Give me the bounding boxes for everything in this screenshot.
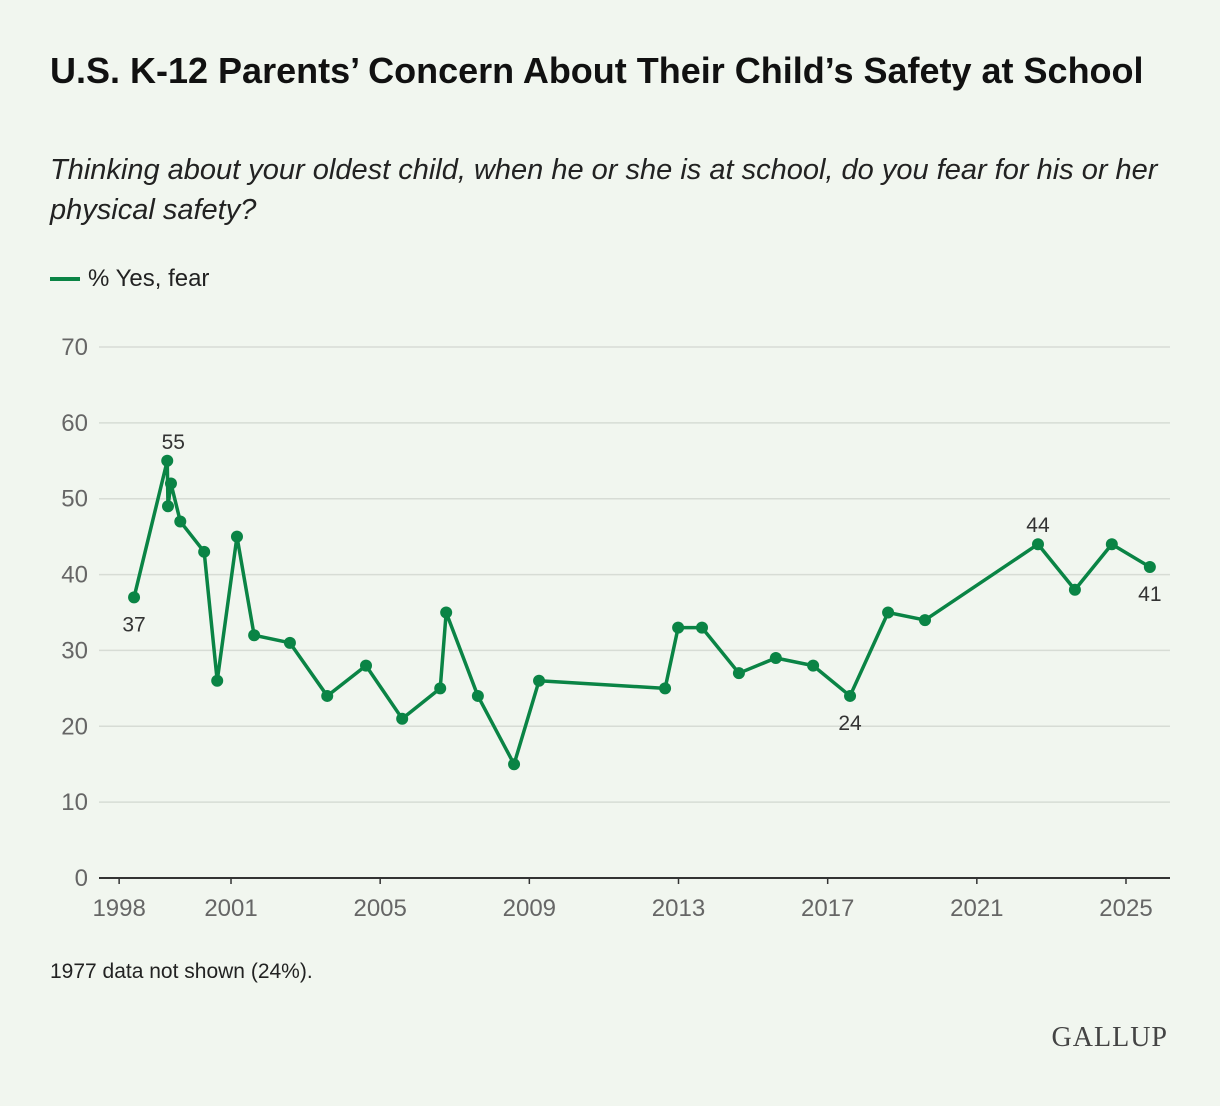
data-point [807, 659, 820, 672]
data-point [672, 621, 685, 634]
y-tick-label: 30 [61, 637, 88, 664]
data-label: 37 [122, 613, 145, 636]
y-tick-label: 70 [61, 334, 88, 361]
data-point [882, 606, 895, 619]
y-tick-label: 10 [61, 789, 88, 816]
x-tick-label: 1998 [92, 895, 145, 922]
data-point [174, 515, 187, 528]
data-point [471, 689, 484, 702]
data-point [434, 682, 447, 695]
chart-title: U.S. K-12 Parents’ Concern About Their C… [50, 50, 1144, 91]
series-line [132, 459, 1151, 766]
legend-swatch [50, 277, 80, 281]
data-point [283, 636, 296, 649]
y-tick-label: 0 [75, 865, 88, 892]
data-point [360, 659, 373, 672]
footnote: 1977 data not shown (24%). [50, 960, 313, 983]
data-point [1105, 538, 1118, 551]
data-point [161, 454, 174, 467]
x-tick-label: 2009 [503, 895, 556, 922]
data-point [164, 477, 177, 490]
data-point [769, 652, 782, 665]
data-point [396, 712, 409, 725]
data-point [161, 500, 174, 513]
data-point [1068, 583, 1081, 596]
data-point [248, 629, 261, 642]
data-point [659, 682, 672, 695]
x-tick-label: 2025 [1099, 895, 1152, 922]
data-point [321, 689, 334, 702]
x-tick-label: 2001 [204, 895, 257, 922]
data-point [1143, 560, 1156, 573]
chart-subtitle: Thinking about your oldest child, when h… [50, 154, 1158, 226]
data-label: 55 [162, 431, 185, 454]
data-point [918, 614, 931, 627]
data-point [732, 667, 745, 680]
legend-label: % Yes, fear [88, 265, 210, 292]
data-point [198, 545, 211, 558]
y-tick-label: 40 [61, 562, 88, 589]
gallup-logo: GALLUP [1051, 1022, 1168, 1053]
data-point [695, 621, 708, 634]
data-point [230, 530, 243, 543]
y-tick-label: 50 [61, 486, 88, 513]
x-tick-label: 2005 [353, 895, 406, 922]
y-tick-label: 20 [61, 713, 88, 740]
data-label: 41 [1138, 583, 1161, 606]
data-point [1031, 538, 1044, 551]
y-tick-label: 60 [61, 410, 88, 437]
x-tick-label: 2017 [801, 895, 854, 922]
data-point [440, 606, 453, 619]
data-point [211, 674, 224, 687]
data-point [128, 591, 141, 604]
x-tick-label: 2013 [652, 895, 705, 922]
data-label: 44 [1026, 514, 1050, 537]
data-point [508, 758, 521, 771]
data-point [533, 674, 546, 687]
x-tick-label: 2021 [950, 895, 1003, 922]
data-label: 24 [838, 712, 862, 735]
legend: % Yes, fear [50, 265, 209, 293]
data-point [844, 689, 857, 702]
